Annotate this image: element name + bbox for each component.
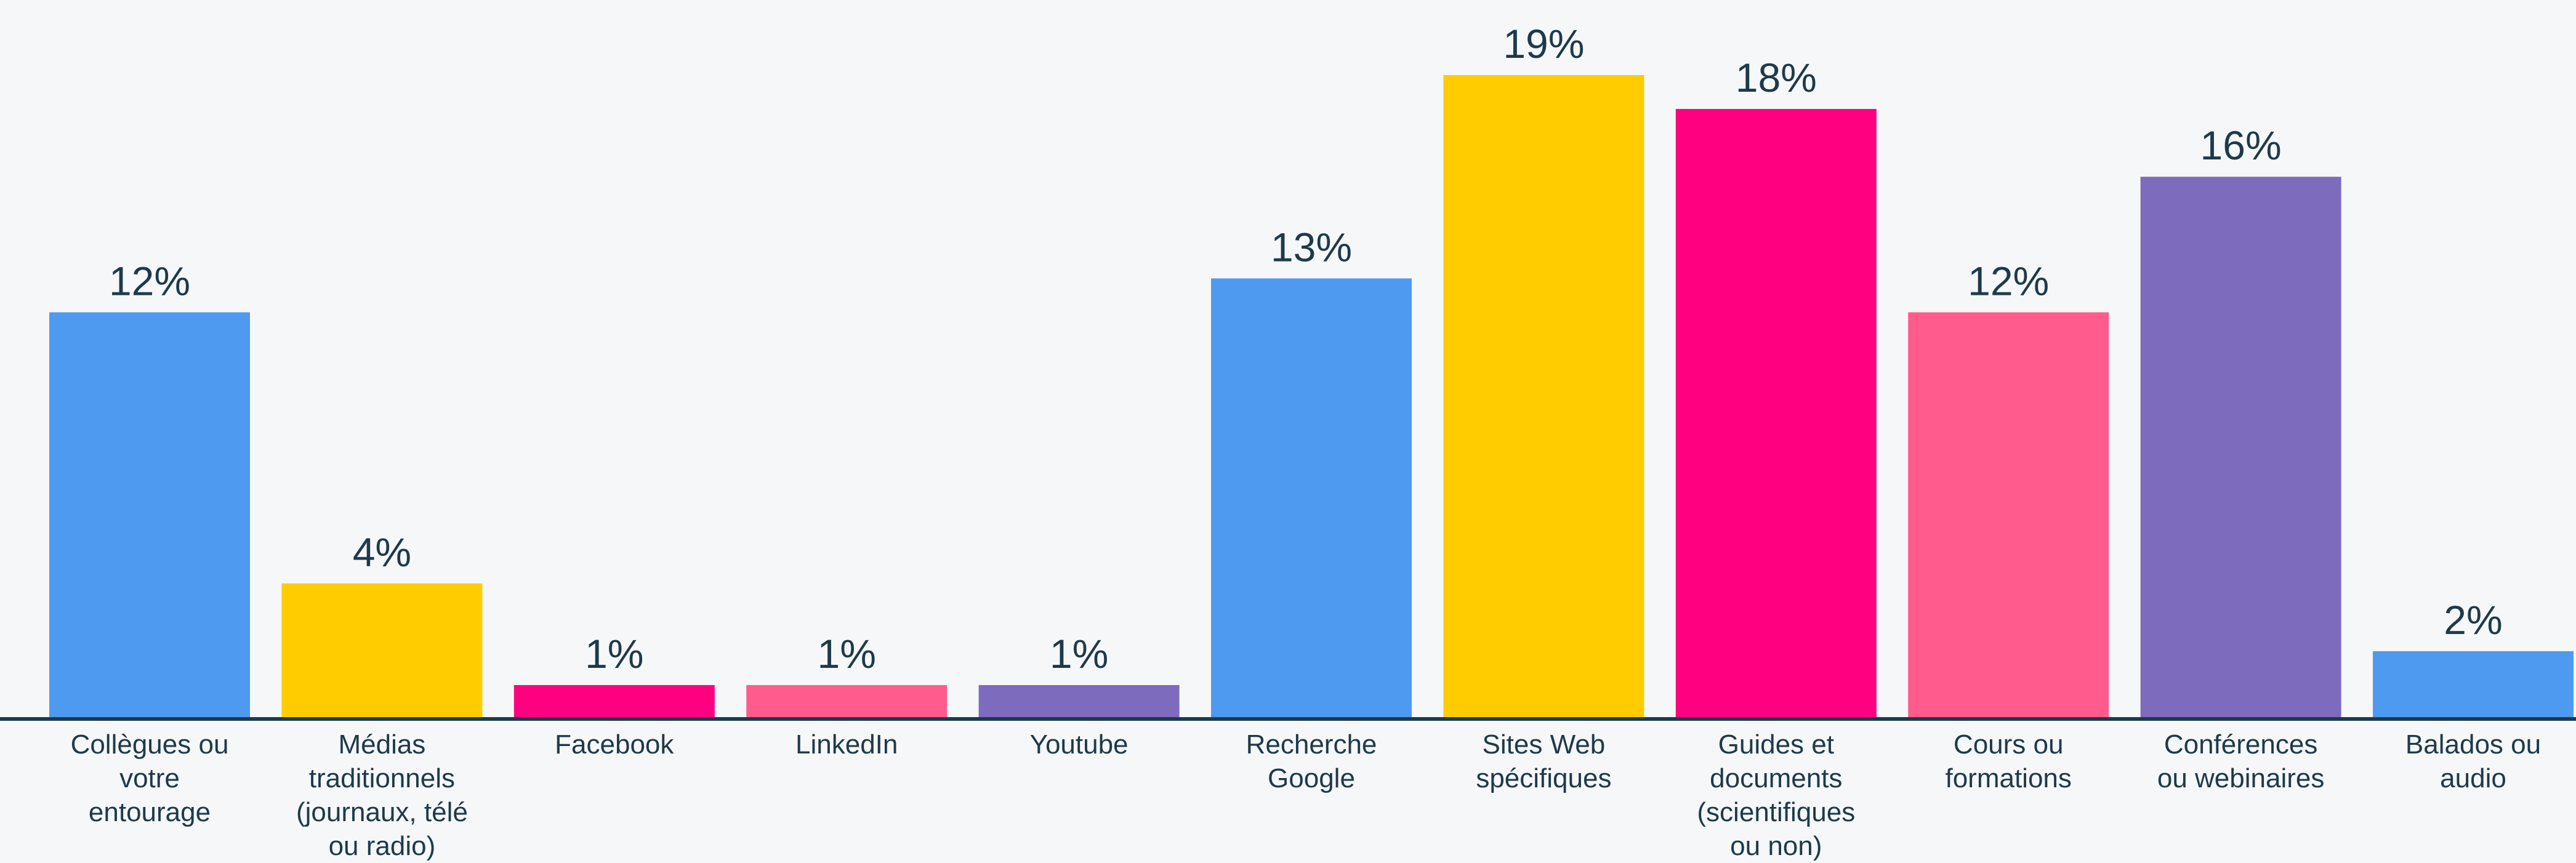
value-label-2: 1% — [585, 631, 643, 676]
value-label-4: 1% — [1050, 631, 1108, 676]
category-label-2-line-0: Facebook — [555, 729, 674, 760]
category-label-8-line-1: formations — [1945, 763, 2071, 793]
category-label-7-line-0: Guides et — [1718, 729, 1834, 760]
bar-3 — [746, 684, 948, 719]
value-label-6: 19% — [1503, 21, 1584, 66]
category-label-5-line-1: Google — [1268, 763, 1355, 793]
bar-1 — [281, 583, 483, 719]
category-label-7-line-1: documents — [1710, 763, 1842, 793]
category-label-0: Collègues ou votre entourage — [71, 729, 229, 827]
category-label-0-line-1: votre — [119, 763, 180, 793]
value-labels-group: 12% 4% 1% 1% 1% 13% 19% 18% 12% 16% 2% — [109, 21, 2503, 676]
bar-4 — [978, 684, 1180, 719]
value-label-7: 18% — [1736, 55, 1817, 100]
category-label-9: Conférences ou webinaires — [2157, 729, 2325, 793]
bars-group — [49, 75, 2574, 720]
category-label-2: Facebook — [555, 729, 674, 760]
category-label-7: Guides et documents (scientifiques ou non) — [1697, 729, 1855, 861]
value-label-8: 12% — [1968, 258, 2049, 303]
bar-0 — [49, 312, 250, 719]
value-label-9: 16% — [2200, 122, 2282, 168]
category-label-0-line-0: Collègues ou — [71, 729, 229, 760]
category-label-8: Cours ou formations — [1945, 729, 2071, 793]
category-label-4-line-0: Youtube — [1030, 729, 1129, 760]
category-label-1-line-3: ou radio) — [329, 831, 436, 861]
category-label-10-line-1: audio — [2440, 763, 2506, 793]
category-label-10: Balados ou audio — [2405, 729, 2541, 793]
category-label-10-line-0: Balados ou — [2405, 729, 2541, 760]
value-label-0: 12% — [109, 258, 190, 303]
bar-10 — [2373, 651, 2574, 719]
bar-5 — [1211, 278, 1412, 719]
category-label-3: LinkedIn — [795, 729, 898, 760]
category-label-1-line-2: (journaux, télé — [296, 797, 468, 827]
category-label-3-line-0: LinkedIn — [795, 729, 898, 760]
category-label-6: Sites Web spécifiques — [1476, 729, 1611, 793]
category-label-5-line-0: Recherche — [1246, 729, 1377, 760]
bar-2 — [513, 684, 715, 719]
category-label-1: Médias traditionnels (journaux, télé ou rad… — [296, 729, 468, 861]
category-label-9-line-1: ou webinaires — [2157, 763, 2325, 793]
bar-8 — [1908, 312, 2109, 719]
value-label-10: 2% — [2444, 597, 2502, 643]
category-label-0-line-2: entourage — [89, 797, 211, 827]
category-label-5: Recherche Google — [1246, 729, 1377, 793]
category-label-4: Youtube — [1030, 729, 1129, 760]
bar-9 — [2140, 177, 2341, 719]
bar-7 — [1675, 109, 1877, 720]
category-label-6-line-1: spécifiques — [1476, 763, 1611, 793]
category-labels-group: Collègues ou votre entourage Médias traditio… — [71, 729, 2542, 861]
category-label-9-line-0: Conférences — [2164, 729, 2317, 760]
category-label-1-line-1: traditionnels — [309, 763, 455, 793]
category-label-7-line-3: ou non) — [1730, 831, 1822, 861]
value-label-5: 13% — [1271, 224, 1352, 270]
value-label-1: 4% — [353, 529, 411, 575]
bar-6 — [1443, 75, 1644, 719]
value-label-3: 1% — [818, 631, 876, 676]
category-label-8-line-0: Cours ou — [1954, 729, 2064, 760]
category-label-7-line-2: (scientifiques — [1697, 797, 1855, 827]
category-label-6-line-0: Sites Web — [1483, 729, 1606, 760]
category-label-1-line-0: Médias — [338, 729, 425, 760]
